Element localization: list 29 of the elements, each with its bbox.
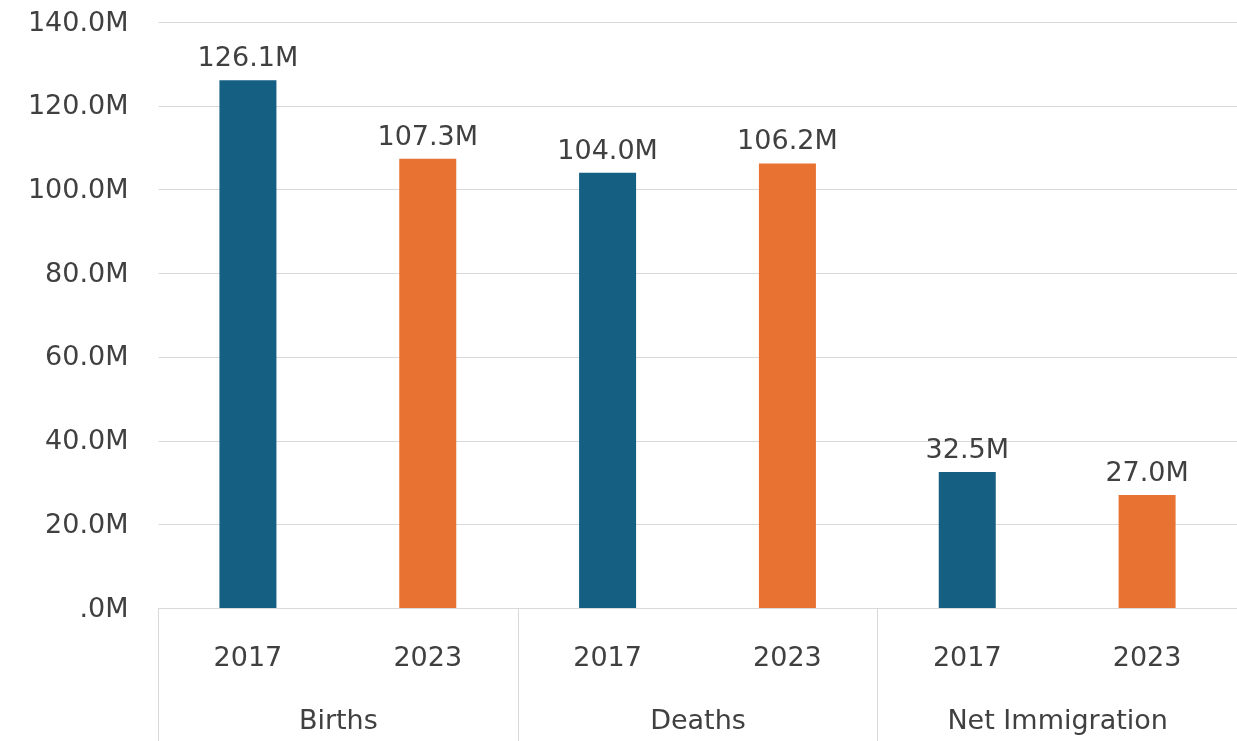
- data-label: 106.2M: [737, 124, 838, 156]
- x-tick-label: Deaths: [650, 703, 746, 735]
- series-label: 2017: [213, 641, 283, 672]
- bar: [758, 163, 816, 608]
- data-label: 104.0M: [557, 133, 658, 165]
- y-tick-label: 80.0M: [45, 256, 129, 288]
- y-tick-label: 100.0M: [27, 172, 129, 204]
- x-tick-label: Births: [298, 703, 378, 735]
- text: 2017: [573, 641, 642, 672]
- bar: [579, 172, 637, 608]
- text: 2017: [932, 641, 1002, 672]
- y-tick-label: 120.0M: [27, 89, 129, 121]
- bar: [219, 80, 277, 608]
- data-label: 126.1M: [197, 41, 299, 73]
- bar: [938, 471, 996, 608]
- data-label: 32.5M: [925, 432, 1009, 464]
- bar: [1118, 494, 1176, 608]
- bar: [399, 158, 457, 608]
- y-tick-label: 20.0M: [45, 507, 129, 539]
- x-tick-label: Net Immigration: [947, 703, 1168, 735]
- text: 2023: [753, 641, 822, 672]
- y-tick-label: 40.0M: [45, 424, 129, 456]
- data-label: 27.0M: [1105, 455, 1189, 487]
- y-tick-label: 140.0M: [27, 5, 129, 37]
- text: 2023: [393, 641, 463, 672]
- data-label: 107.3M: [377, 119, 479, 151]
- series-label: 2023: [1112, 641, 1182, 672]
- y-tick-label: 60.0M: [45, 340, 129, 372]
- y-tick-label: .0M: [79, 591, 129, 623]
